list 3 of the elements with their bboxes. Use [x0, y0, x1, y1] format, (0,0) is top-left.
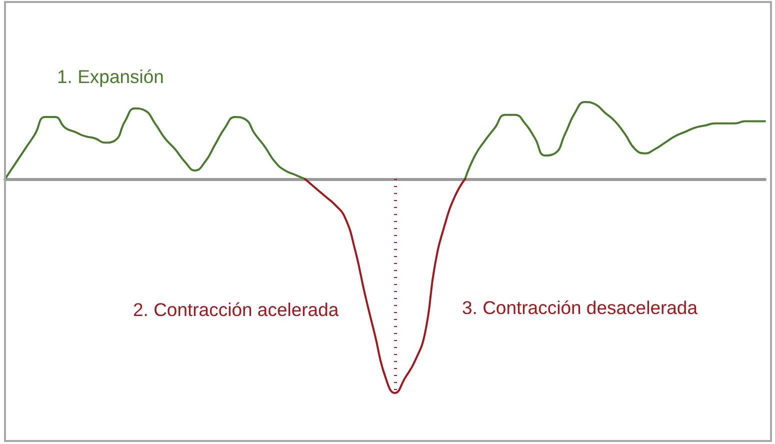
text: 1. Expansión — [57, 66, 164, 87]
annotation: 2. Contracción acelerada — [133, 299, 340, 320]
annotation: 3. Contracción desacelerada — [462, 297, 698, 318]
